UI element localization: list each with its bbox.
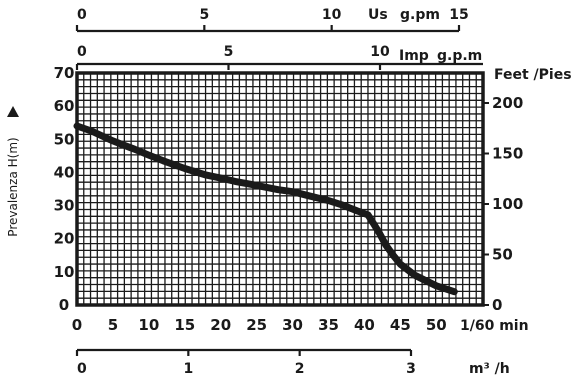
m3-axis-tick-label: 0 [77, 361, 87, 377]
us-axis-tick-label: 0 [77, 7, 87, 23]
y-tick-label: 0 [59, 296, 69, 314]
imp-axis-tick-label: 5 [224, 44, 234, 60]
x-tick-label: 20 [210, 316, 231, 334]
m3-axis: 0 1 2 3 [75, 348, 416, 377]
us-axis-tick-label: 5 [199, 7, 209, 23]
right-tick-label: 50 [492, 245, 513, 263]
imp-axis-unit-left: Imp [399, 48, 429, 64]
right-axis-label: Feet /Pies [494, 67, 572, 83]
imp-axis-tick-label: 10 [370, 44, 390, 60]
y-tick-label: 10 [54, 263, 75, 281]
imp-axis-unit-right: g.p.m [437, 48, 482, 64]
x-tick-label: 5 [108, 316, 118, 334]
us-axis-tick-label: 15 [449, 7, 468, 23]
x-tick-label: 45 [390, 316, 411, 334]
x-tick-label: 35 [318, 316, 339, 334]
y-axis-label: Prevalenza H(m) [6, 137, 20, 236]
right-tick-label: 200 [492, 94, 523, 112]
y-tick-label: 30 [54, 197, 75, 215]
y-tick-label: 20 [54, 230, 75, 248]
x-tick-label: 25 [246, 316, 267, 334]
plot-frame [75, 71, 485, 307]
right-tick-label: 0 [492, 296, 502, 314]
right-tick-label: 100 [492, 195, 523, 213]
y-tick-label: 40 [54, 163, 75, 181]
y-tick-label: 70 [54, 64, 75, 82]
y-tick-label: 60 [54, 97, 75, 115]
curve-layer [73, 122, 458, 296]
arrow-up-icon [7, 106, 19, 117]
y-tick-label: 50 [54, 130, 75, 148]
right-tick-label: 150 [492, 144, 523, 162]
pump-curve-line [73, 122, 458, 296]
us-axis-unit-right: g.pm [400, 7, 440, 23]
x-tick-label: 10 [138, 316, 159, 334]
imp-axis-tick-label: 0 [77, 44, 87, 60]
m3-axis-unit: m³ /h [469, 361, 510, 377]
x-tick-label: 15 [174, 316, 195, 334]
imp-axis: 0 5 10 [75, 44, 483, 70]
m3-axis-tick-label: 3 [406, 361, 416, 377]
us-axis-unit-left: Us [368, 7, 388, 23]
us-axis-tick-label: 10 [322, 7, 342, 23]
x-tick-label: 50 [426, 316, 447, 334]
grid [77, 73, 483, 305]
x-tick-label: 0 [72, 316, 82, 334]
us-axis: 0 5 10 15 [75, 7, 469, 33]
x-tick-label: 40 [354, 316, 375, 334]
m3-axis-tick-label: 2 [295, 361, 305, 377]
x-tick-label: 30 [282, 316, 303, 334]
x-axis-label: 1/60 min [460, 318, 529, 334]
m3-axis-tick-label: 1 [183, 361, 193, 377]
